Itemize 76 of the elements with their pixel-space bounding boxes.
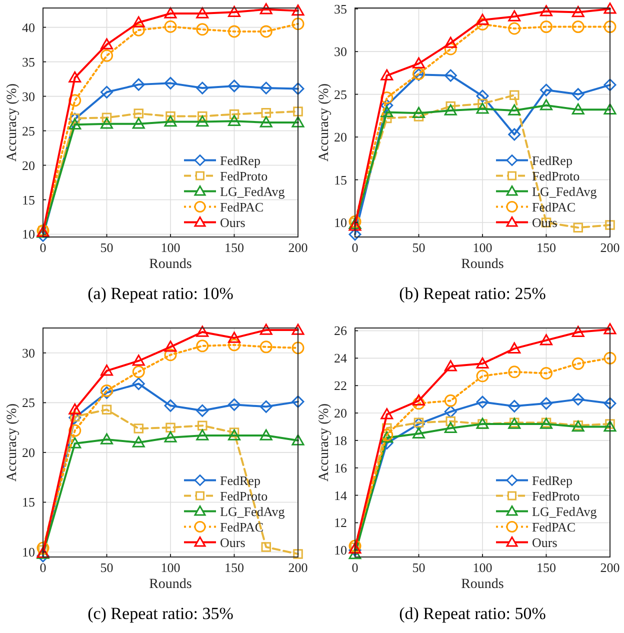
- x-tick-label: 50: [100, 560, 114, 575]
- x-tick-label: 150: [224, 560, 244, 575]
- y-tick-label: 26: [334, 323, 348, 338]
- legend-label: LG_FedAvg: [220, 504, 286, 519]
- y-axis-title: Accuracy (%): [5, 403, 20, 482]
- legend-label: FedRep: [220, 152, 260, 168]
- legend-label: LG_FedAvg: [220, 184, 286, 199]
- x-tick-label: 100: [472, 560, 492, 575]
- text: (b) Repeat ratio: 25%: [399, 284, 546, 303]
- y-tick-label: 10: [334, 214, 347, 230]
- y-tick-label: 20: [334, 406, 347, 421]
- y-tick-label: 25: [334, 86, 347, 102]
- text: (d) Repeat ratio: 50%: [399, 604, 546, 623]
- y-axis-title: Accuracy (%): [317, 83, 332, 162]
- y-tick-label: 15: [22, 494, 35, 510]
- x-tick-label: 50: [412, 560, 426, 575]
- legend-label: LG_FedAvg: [532, 504, 598, 519]
- y-tick-label: 25: [22, 395, 35, 410]
- y-tick-label: 25: [22, 123, 35, 138]
- x-tick-label: 0: [352, 240, 358, 255]
- x-tick-label: 200: [600, 240, 620, 255]
- legend-label: FedProto: [220, 488, 268, 504]
- x-axis-title: Rounds: [149, 577, 192, 592]
- y-tick-label: 24: [334, 350, 348, 366]
- legend-label: FedRep: [220, 472, 260, 488]
- y-tick-label: 18: [334, 432, 347, 448]
- x-tick-label: 0: [40, 560, 46, 575]
- y-tick-label: 10: [22, 226, 35, 242]
- legend-label: Ours: [220, 534, 246, 550]
- x-tick-label: 150: [536, 560, 556, 575]
- x-tick-label: 100: [160, 240, 180, 255]
- text: (a) Repeat ratio: 10%: [88, 284, 234, 303]
- y-tick-label: 16: [334, 460, 348, 476]
- x-tick-label: 50: [100, 240, 114, 255]
- legend-label: FedRep: [532, 472, 572, 488]
- legend-label: Ours: [532, 534, 558, 550]
- y-tick-label: 20: [22, 158, 35, 173]
- y-tick-label: 14: [334, 488, 348, 503]
- y-tick-label: 10: [334, 542, 347, 558]
- y-tick-label: 22: [334, 378, 347, 394]
- x-tick-label: 150: [224, 240, 244, 255]
- y-axis-title: Accuracy (%): [317, 403, 332, 482]
- legend-label: FedPAC: [532, 519, 576, 534]
- legend-label: LG_FedAvg: [532, 184, 598, 199]
- x-tick-label: 50: [412, 240, 426, 255]
- y-tick-label: 20: [334, 130, 347, 145]
- y-tick-label: 30: [22, 88, 35, 104]
- x-axis-title: Rounds: [149, 257, 192, 272]
- x-tick-label: 100: [160, 560, 180, 575]
- y-tick-label: 12: [334, 515, 347, 530]
- y-tick-label: 10: [22, 544, 35, 560]
- legend-label: FedPAC: [220, 199, 264, 214]
- legend-label: Ours: [220, 214, 246, 230]
- legend-label: FedPAC: [220, 519, 264, 534]
- legend-label: FedProto: [532, 488, 580, 504]
- y-tick-label: 35: [22, 54, 35, 70]
- y-tick-label: 15: [334, 172, 347, 188]
- x-axis-title: Rounds: [461, 257, 504, 272]
- legend-label: FedProto: [220, 168, 268, 184]
- x-axis-title: Rounds: [461, 577, 504, 592]
- legend-label: FedRep: [532, 152, 572, 168]
- x-tick-label: 200: [288, 560, 308, 575]
- x-tick-label: 150: [536, 240, 556, 255]
- y-tick-label: 30: [22, 345, 35, 360]
- x-tick-label: 200: [288, 240, 308, 255]
- text: (c) Repeat ratio: 35%: [88, 604, 234, 623]
- y-tick-label: 40: [22, 20, 35, 35]
- x-tick-label: 0: [352, 560, 358, 575]
- y-tick-label: 20: [22, 444, 35, 460]
- y-tick-label: 30: [334, 44, 347, 60]
- x-tick-label: 200: [600, 560, 620, 575]
- y-tick-label: 15: [22, 192, 35, 208]
- y-tick-label: 35: [334, 1, 347, 16]
- y-axis-title: Accuracy (%): [5, 83, 20, 162]
- x-tick-label: 0: [40, 240, 46, 255]
- x-tick-label: 100: [472, 240, 492, 255]
